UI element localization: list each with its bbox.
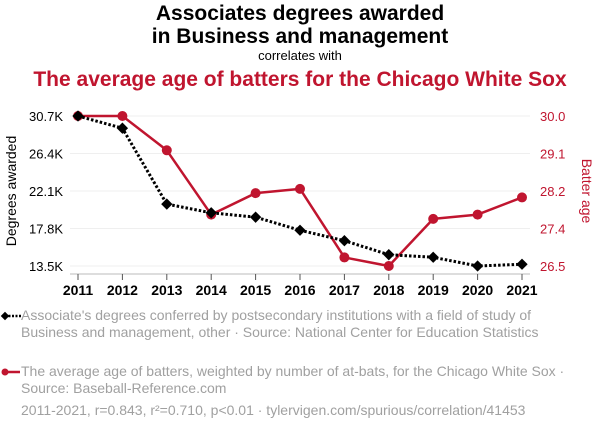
chart-title-line2: in Business and management xyxy=(151,25,449,48)
chart-title-line1: Associates degrees awarded xyxy=(155,2,445,25)
chart-title: Associates degrees awarded in Business a… xyxy=(0,2,600,48)
y-tick-right-label: 29.1 xyxy=(540,147,565,162)
x-tick-label: 2016 xyxy=(284,282,315,298)
degrees-point xyxy=(72,110,84,122)
y-tick-left-label: 13.5K xyxy=(29,259,63,274)
y-tick-left-label: 26.4K xyxy=(29,147,63,162)
y-tick-left-label: 30.7K xyxy=(29,109,63,124)
secondary-title: The average age of batters for the Chica… xyxy=(33,68,567,91)
x-tick-label: 2017 xyxy=(329,282,360,298)
x-tick-label: 2011 xyxy=(63,282,94,298)
x-tick-label: 2018 xyxy=(373,282,404,298)
batter-age-point xyxy=(161,145,172,156)
x-tick-label: 2012 xyxy=(107,282,138,298)
degrees-point xyxy=(516,258,528,270)
batter-age-point xyxy=(517,192,527,203)
batter-age-point xyxy=(339,252,350,263)
legend-label-batter-age: The average age of batters, weighted by … xyxy=(21,363,565,396)
degrees-point xyxy=(161,198,173,210)
y-tick-right-label: 30.0 xyxy=(540,109,565,124)
batter-age-point xyxy=(428,213,439,224)
x-tick-label: 2019 xyxy=(418,282,449,298)
y-tick-left-label: 17.8K xyxy=(29,222,63,237)
legend-item-degrees: Associate's degrees conferred by postsec… xyxy=(0,307,581,341)
legend-label-degrees: Associate's degrees conferred by postsec… xyxy=(21,307,539,340)
x-tick-label: 2014 xyxy=(196,282,227,298)
y-tick-right-label: 27.4 xyxy=(540,222,565,237)
degrees-point xyxy=(249,211,262,223)
x-tick-label: 2021 xyxy=(506,282,537,298)
batter-age-point xyxy=(250,188,261,199)
x-tick-label: 2015 xyxy=(240,282,271,298)
batter-age-point xyxy=(117,111,128,121)
x-tick-label: 2020 xyxy=(462,282,493,298)
legend-item-batter-age: The average age of batters, weighted by … xyxy=(1,363,581,397)
batter-age-point xyxy=(295,183,305,194)
x-tick-label: 2013 xyxy=(151,282,182,298)
degrees-point xyxy=(205,207,217,219)
degrees-point xyxy=(383,249,395,261)
y-tick-left-label: 22.1K xyxy=(29,184,63,199)
y-axis-right-title: Batter age xyxy=(579,159,595,224)
y-tick-right-label: 28.2 xyxy=(540,184,565,199)
axes: 13.5K 17.8K 22.1K 26.4K 30.7K 26.5 27.4 28.2 29.… xyxy=(29,109,565,298)
y-tick-right-label: 26.5 xyxy=(540,259,565,274)
y-axis-left-title: Degrees awarded xyxy=(3,136,19,247)
circle-line-legend-icon xyxy=(1,368,20,376)
dotted-diamond-legend-icon xyxy=(0,311,21,321)
batter-age-point xyxy=(472,209,483,220)
correlates-with-label: correlates with xyxy=(258,48,342,63)
degrees-point xyxy=(338,235,351,247)
degrees-point xyxy=(294,224,306,236)
batter-age-point xyxy=(383,261,394,271)
degrees-point xyxy=(471,260,484,272)
degrees-point xyxy=(427,251,439,263)
correlation-footer: 2011-2021, r=0.843, r²=0.710, p<0.01 · t… xyxy=(21,402,526,418)
